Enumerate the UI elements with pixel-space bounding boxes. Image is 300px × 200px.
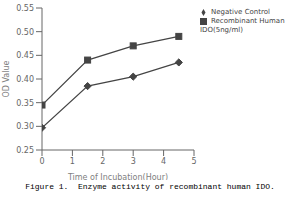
svg-text:0.25: 0.25 <box>16 146 34 155</box>
svg-text:2: 2 <box>100 157 105 166</box>
svg-text:1: 1 <box>70 157 75 166</box>
svg-text:0.55: 0.55 <box>16 4 34 13</box>
svg-text:3: 3 <box>131 157 136 166</box>
svg-text:4: 4 <box>161 157 166 166</box>
svg-text:0.35: 0.35 <box>16 99 34 108</box>
svg-text:5: 5 <box>191 157 196 166</box>
svg-text:0.45: 0.45 <box>16 51 34 60</box>
svg-text:0.50: 0.50 <box>16 28 34 37</box>
html-text:Figure 1. Enzyme activity of r: Figure 1. Enzyme activity of recombinant… <box>25 182 275 191</box>
svg-text:Time of Incubation(Hour): Time of Incubation(Hour) <box>67 173 168 180</box>
svg-text:0.40: 0.40 <box>16 75 34 84</box>
svg-text:0.30: 0.30 <box>16 122 34 131</box>
html-text:Recombinant Human IDO(5ng/ml): Recombinant Human IDO(5ng/ml) <box>200 17 285 34</box>
html-text:Negative Control: Negative Control <box>211 8 270 16</box>
svg-text:0: 0 <box>39 157 44 166</box>
svg-text:OD Value: OD Value <box>8 60 11 97</box>
